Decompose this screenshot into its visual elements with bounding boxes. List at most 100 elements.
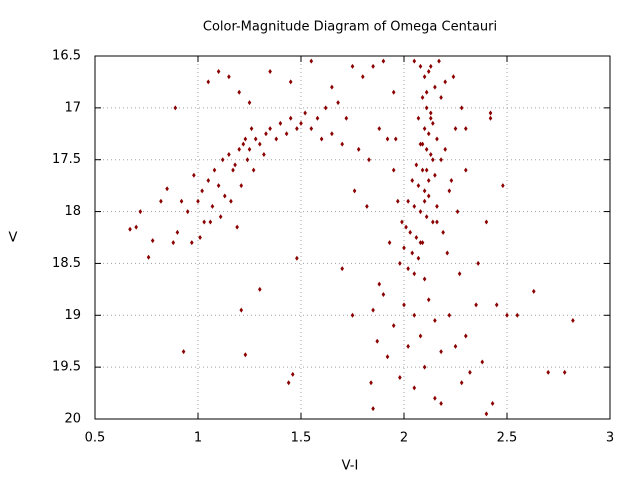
point [422, 126, 427, 132]
point [490, 400, 495, 406]
point [422, 198, 427, 204]
point [424, 214, 429, 220]
point [398, 260, 402, 266]
point [369, 380, 373, 386]
point [196, 198, 200, 204]
point [286, 380, 291, 386]
point [484, 219, 489, 225]
point [455, 209, 460, 215]
point [443, 79, 447, 85]
point [274, 136, 279, 142]
point [426, 193, 431, 199]
point [412, 58, 417, 64]
point [146, 254, 151, 260]
point [426, 297, 431, 303]
point [241, 141, 246, 147]
point [134, 224, 138, 230]
point [428, 63, 433, 69]
point [220, 157, 225, 163]
point [424, 105, 429, 111]
point [371, 63, 375, 69]
point [200, 188, 204, 194]
point [361, 74, 365, 80]
point [150, 238, 155, 244]
point [428, 110, 433, 116]
point [278, 120, 283, 126]
point [365, 203, 369, 209]
point [433, 395, 437, 401]
point [420, 167, 425, 173]
point [350, 312, 355, 318]
point [424, 146, 429, 152]
point [212, 167, 217, 173]
y-tick-label: 17 [64, 100, 81, 115]
y-tick-label: 18.5 [52, 256, 81, 271]
point [437, 58, 441, 64]
point [249, 126, 254, 132]
point [371, 307, 375, 313]
point [206, 177, 211, 183]
point [505, 312, 509, 318]
point [165, 186, 169, 192]
point [488, 110, 493, 116]
point [323, 105, 328, 111]
point [138, 209, 143, 215]
point [418, 209, 423, 215]
point [416, 255, 421, 261]
point [175, 229, 180, 235]
point [237, 146, 241, 152]
point [404, 224, 408, 230]
point [418, 240, 423, 246]
point [488, 115, 493, 121]
point [381, 58, 386, 64]
point [459, 380, 464, 386]
point [233, 162, 237, 168]
point [198, 235, 202, 240]
point [546, 369, 550, 375]
point [239, 307, 244, 313]
point [385, 354, 390, 360]
point [222, 193, 227, 199]
point [424, 167, 429, 173]
point [412, 385, 417, 391]
y-axis-label: V [9, 231, 18, 246]
point [402, 245, 406, 251]
point [185, 209, 190, 215]
y-tick-label: 16.5 [52, 49, 81, 64]
point [235, 224, 239, 230]
point [422, 276, 427, 282]
point [484, 411, 489, 417]
point [439, 349, 443, 355]
point [330, 84, 334, 90]
point [420, 240, 425, 246]
point [422, 74, 427, 80]
point [264, 131, 268, 137]
point [206, 79, 211, 85]
point [420, 94, 425, 100]
point [406, 198, 410, 204]
point [426, 69, 431, 75]
point [398, 375, 402, 381]
point [159, 198, 163, 204]
point [416, 183, 421, 189]
point [303, 110, 307, 116]
y-tick-label: 19.5 [52, 360, 81, 375]
point [243, 136, 248, 142]
point [181, 349, 186, 355]
point [247, 146, 252, 152]
point [262, 152, 266, 158]
point [258, 286, 262, 292]
point [229, 198, 233, 204]
point [245, 157, 250, 163]
point [375, 338, 380, 344]
point [433, 84, 437, 90]
point [385, 136, 390, 142]
point [336, 100, 340, 106]
point [435, 203, 439, 209]
point [515, 312, 520, 318]
point [216, 69, 221, 75]
point [443, 146, 447, 152]
point [284, 131, 289, 137]
point [406, 266, 410, 272]
